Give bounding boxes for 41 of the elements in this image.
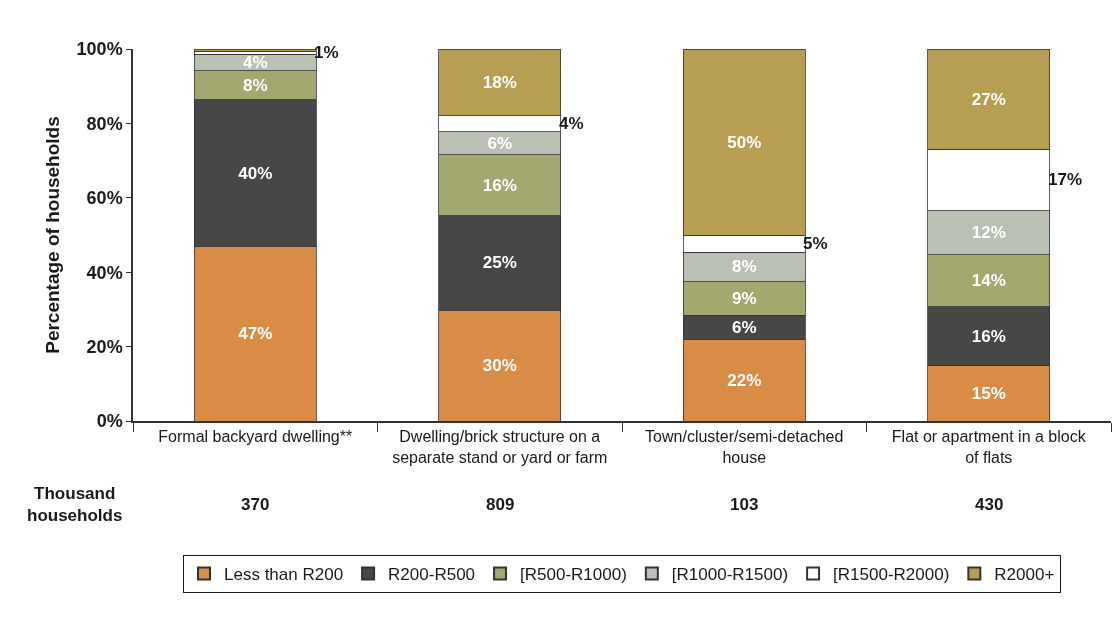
data-label: 6% (487, 133, 513, 153)
data-label: 27% (971, 89, 1006, 109)
data-label: 47% (238, 324, 273, 344)
data-label: 15% (971, 383, 1006, 403)
data-label: 9% (731, 289, 757, 309)
data-label: 18% (482, 72, 517, 92)
data-label: 22% (727, 370, 762, 390)
data-label: 12% (971, 223, 1006, 243)
legend-label: R2000+ (994, 565, 1055, 585)
y-tick-label: 80% (86, 113, 123, 134)
data-label: 8% (242, 75, 268, 95)
legend-label: [R500-R1000) (520, 565, 627, 585)
x-tick-label: Dwelling/brick structure on a separate stand or yard or farm (392, 427, 608, 466)
data-label: 16% (482, 175, 517, 195)
data-label: 40% (238, 163, 273, 183)
data-label: 30% (482, 356, 517, 376)
data-label: 4% (242, 52, 268, 72)
y-axis-title: Percentage of households (41, 116, 63, 354)
data-label: 25% (482, 253, 517, 273)
text: Thousand households (27, 484, 123, 526)
text: 430 (975, 495, 1004, 514)
data-label: 14% (971, 271, 1006, 291)
x-tick-label: Formal backyard dwelling** (158, 427, 353, 445)
y-tick-label: 60% (86, 188, 123, 209)
x-tick-label: Flat or apartment in a block of flats (891, 427, 1087, 466)
y-tick-label: 40% (86, 262, 123, 283)
text: 809 (486, 495, 515, 514)
legend-label: R200-R500 (388, 565, 476, 585)
x-tick-label: Town/cluster/semi-detached house (645, 427, 844, 466)
legend-label: Less than R200 (224, 565, 344, 585)
text: 103 (730, 495, 759, 514)
y-tick-label: 20% (86, 336, 123, 357)
data-label: 50% (727, 132, 762, 152)
legend-label: [R1000-R1500) (671, 565, 789, 585)
legend-label: [R1500-R2000) (833, 565, 950, 585)
text: 370 (241, 495, 270, 514)
data-label: 6% (731, 317, 757, 337)
y-tick-label: 100% (76, 39, 123, 60)
data-label: 8% (731, 257, 757, 277)
data-label: 16% (971, 326, 1006, 346)
y-tick-label: 0% (96, 411, 123, 432)
